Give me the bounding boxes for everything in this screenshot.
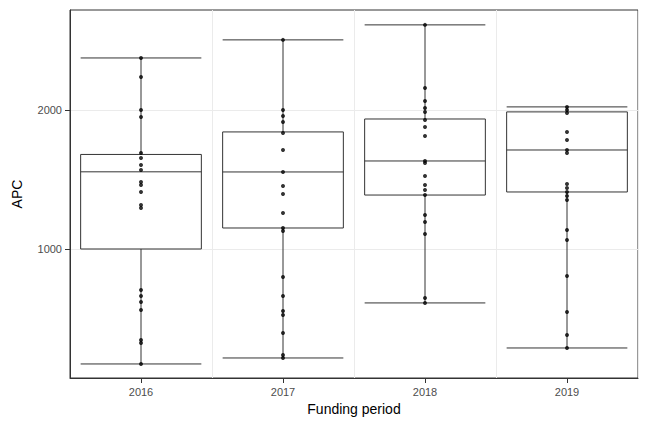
svg-text:2019: 2019	[555, 386, 579, 398]
svg-text:2016: 2016	[129, 386, 153, 398]
svg-text:2017: 2017	[271, 386, 295, 398]
svg-text:APC: APC	[9, 180, 25, 209]
svg-text:Funding period: Funding period	[307, 401, 400, 417]
svg-text:1000: 1000	[38, 243, 62, 255]
svg-text:2018: 2018	[413, 386, 437, 398]
svg-text:2000: 2000	[38, 104, 62, 116]
